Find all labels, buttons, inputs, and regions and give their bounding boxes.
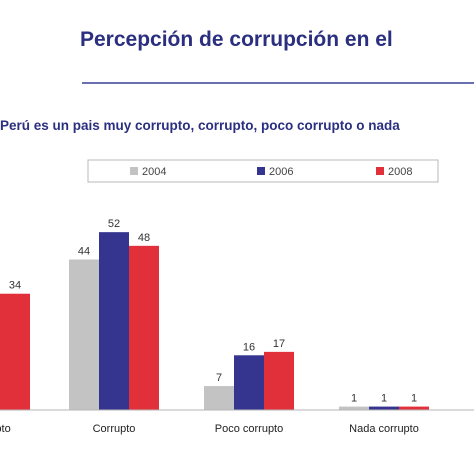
- legend: 2004 2006 2008: [87, 159, 439, 183]
- x-tick-label-1: Corrupto: [93, 423, 136, 435]
- bar-2006-3: [369, 406, 399, 410]
- data-label-2006-1: 52: [108, 218, 120, 230]
- title-divider: [82, 82, 474, 84]
- x-tick-label-0: upto: [0, 423, 11, 435]
- bar-2004-2: [204, 386, 234, 410]
- x-ticks-group: upto Corrupto Poco corrupto Nada corrupto: [0, 423, 419, 435]
- value-labels-group: 34 44 52 48 7 16 17 1 1 1: [9, 218, 417, 404]
- bar-2006-2: [234, 355, 264, 410]
- bar-2006-1: [99, 232, 129, 410]
- legend-label-2004: 2004: [142, 166, 166, 178]
- x-tick-label-2: Poco corrupto: [215, 423, 283, 435]
- bar-2004-1: [69, 259, 99, 410]
- x-tick-label-3: Nada corrupto: [349, 423, 419, 435]
- bar-2004-3: [339, 406, 369, 410]
- bar-2008-3: [399, 406, 429, 410]
- data-label-2006-3: 1: [381, 393, 387, 405]
- chart-subtitle: Perú es un pais muy corrupto, corrupto, …: [0, 118, 400, 133]
- data-label-2004-2: 7: [216, 372, 222, 384]
- data-label-2004-3: 1: [351, 393, 357, 405]
- legend-swatch-2006: [257, 167, 265, 175]
- legend-swatch-2004: [130, 167, 138, 175]
- data-label-2006-2: 16: [243, 341, 255, 353]
- bar-2008-1: [129, 245, 159, 410]
- data-label-2008-0: 34: [9, 280, 21, 292]
- bars-group: [0, 232, 429, 410]
- chart-title: Percepción de corrupción en el: [80, 28, 393, 51]
- data-label-2008-3: 1: [411, 393, 417, 405]
- bar-2008-2: [264, 351, 294, 410]
- legend-label-2006: 2006: [269, 166, 293, 178]
- bar-2008-0: [0, 293, 30, 410]
- legend-label-2008: 2008: [388, 166, 412, 178]
- data-label-2008-2: 17: [273, 338, 285, 350]
- data-label-2004-1: 44: [78, 246, 90, 258]
- legend-swatch-2008: [376, 167, 384, 175]
- data-label-2008-1: 48: [138, 232, 150, 244]
